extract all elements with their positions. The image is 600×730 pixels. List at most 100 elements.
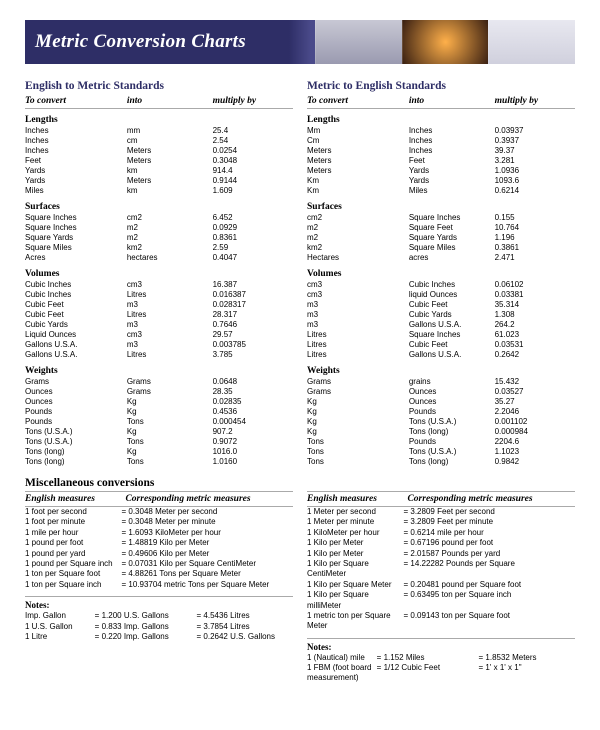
cell: Kg: [307, 407, 409, 417]
table-row: 1 pound per foot1.48819 Kilo per Meter: [25, 538, 293, 548]
notes-left-rows: Imp. Gallon1.200 U.S. Gallons4.5436 Litr…: [25, 611, 293, 642]
cell: 0.833 Imp. Gallons: [95, 622, 197, 632]
cell: 10.764: [495, 223, 575, 233]
cell: Ounces: [409, 397, 495, 407]
cell: 0.20481 pound per Square foot: [403, 580, 575, 590]
table-row: 1 Kilo per Meter0.67196 pound per foot: [307, 538, 575, 548]
cell: Grams: [127, 377, 213, 387]
table-row: MetersInches39.37: [307, 146, 575, 156]
cell: 1 Litre: [25, 632, 95, 642]
cell: Square Miles: [25, 243, 127, 253]
cell: Grams: [307, 387, 409, 397]
cell: 0.000454: [213, 417, 293, 427]
cell: Grams: [307, 377, 409, 387]
cell: 0.03937: [495, 126, 575, 136]
table-row: CmInches0.3937: [307, 136, 575, 146]
table-row: 1 Kilo per Square milliMeter0.63495 ton …: [307, 590, 575, 611]
col-header: multiply by: [495, 96, 575, 106]
cell: Tons (long): [25, 447, 127, 457]
table-row: 1 metric ton per Square Meter0.09143 ton…: [307, 611, 575, 632]
cell: 3.7854 Litres: [197, 622, 293, 632]
cell: 1 Kilo per Square CentiMeter: [307, 559, 403, 580]
cell: 0.2642: [495, 350, 575, 360]
col-header: To convert: [307, 96, 409, 106]
table-row: 1 foot per second0.3048 Meter per second: [25, 507, 293, 517]
cell: 0.03527: [495, 387, 575, 397]
cell: Tons (long): [409, 457, 495, 467]
cell: cm3: [127, 280, 213, 290]
col-header: English measures: [307, 494, 403, 504]
cell: m2: [127, 233, 213, 243]
cell: Meters: [307, 146, 409, 156]
cell: Mm: [307, 126, 409, 136]
header-image-1: [315, 20, 402, 64]
cell: cm3: [307, 280, 409, 290]
cell: Meters: [127, 176, 213, 186]
col-header: Corresponding metric measures: [403, 494, 575, 504]
misc-columns: English measures Corresponding metric me…: [25, 491, 575, 684]
cell: grains: [409, 377, 495, 387]
table-row: YardsMeters0.9144: [25, 176, 293, 186]
table-row: KmYards1093.6: [307, 176, 575, 186]
cell: 1 ton per Square inch: [25, 580, 121, 590]
table-row: 1 Meter per second3.2809 Feet per second: [307, 507, 575, 517]
cell: Yards: [409, 166, 495, 176]
cell: 1 KiloMeter per hour: [307, 528, 403, 538]
table-row: PoundsTons0.000454: [25, 417, 293, 427]
cell: Yards: [25, 176, 127, 186]
table-row: Acreshectares0.4047: [25, 253, 293, 263]
table-row: OuncesGrams28.35: [25, 387, 293, 397]
cell: 28.35: [213, 387, 293, 397]
cell: m2: [307, 233, 409, 243]
cell: Kg: [307, 427, 409, 437]
table-row: TonsPounds2204.6: [307, 437, 575, 447]
cell: 3.2809 Feet per second: [403, 507, 575, 517]
table-row: 1 KiloMeter per hour0.6214 mile per hour: [307, 528, 575, 538]
cell: 15.432: [495, 377, 575, 387]
cell: 1 Kilo per Meter: [307, 549, 403, 559]
cell: Meters: [307, 166, 409, 176]
cell: km: [127, 186, 213, 196]
cell: 0.155: [495, 213, 575, 223]
cell: Kg: [307, 397, 409, 407]
cell: 1 Kilo per Meter: [307, 538, 403, 548]
cell: 914.4: [213, 166, 293, 176]
cell: 0.3937: [495, 136, 575, 146]
cell: Miles: [25, 186, 127, 196]
cell: Inches: [409, 126, 495, 136]
cell: 2.01587 Pounds per yard: [403, 549, 575, 559]
cell: Square Yards: [409, 233, 495, 243]
cell: 0.2642 U.S. Gallons: [197, 632, 293, 642]
table-row: TonsTons (U.S.A.)1.1023: [307, 447, 575, 457]
cell: 2.59: [213, 243, 293, 253]
cell: Yards: [25, 166, 127, 176]
cell: Tons: [307, 457, 409, 467]
cell: Litres: [307, 340, 409, 350]
table-row: LitresSquare Inches61.023: [307, 330, 575, 340]
cell: Kg: [127, 407, 213, 417]
cell: 1.1023: [495, 447, 575, 457]
cell: cm2: [307, 213, 409, 223]
cell: 0.016387: [213, 290, 293, 300]
cell: 1.308: [495, 310, 575, 320]
cell: Tons (long): [409, 427, 495, 437]
cell: 0.6214: [495, 186, 575, 196]
cell: Pounds: [25, 417, 127, 427]
cell: 1 pound per yard: [25, 549, 121, 559]
cell: 0.9144: [213, 176, 293, 186]
table-row: MetersFeet3.281: [307, 156, 575, 166]
table-row: 1 Kilo per Meter2.01587 Pounds per yard: [307, 549, 575, 559]
cell: 1 (Nautical) mile: [307, 653, 377, 663]
cell: 0.67196 pound per foot: [403, 538, 575, 548]
cell: Cubic Yards: [409, 310, 495, 320]
cell: 0.03531: [495, 340, 575, 350]
page-title: Metric Conversion Charts: [25, 31, 246, 53]
cell: Tons: [127, 437, 213, 447]
cell: Feet: [409, 156, 495, 166]
cell: Tons (U.S.A.): [409, 447, 495, 457]
cell: m2: [307, 223, 409, 233]
table-row: Gramsgrains15.432: [307, 377, 575, 387]
cell: Tons (U.S.A.): [25, 437, 127, 447]
table-row: 1 FBM (foot board measurement)1/12 Cubic…: [307, 663, 575, 684]
cell: 0.3048 Meter per second: [121, 507, 293, 517]
